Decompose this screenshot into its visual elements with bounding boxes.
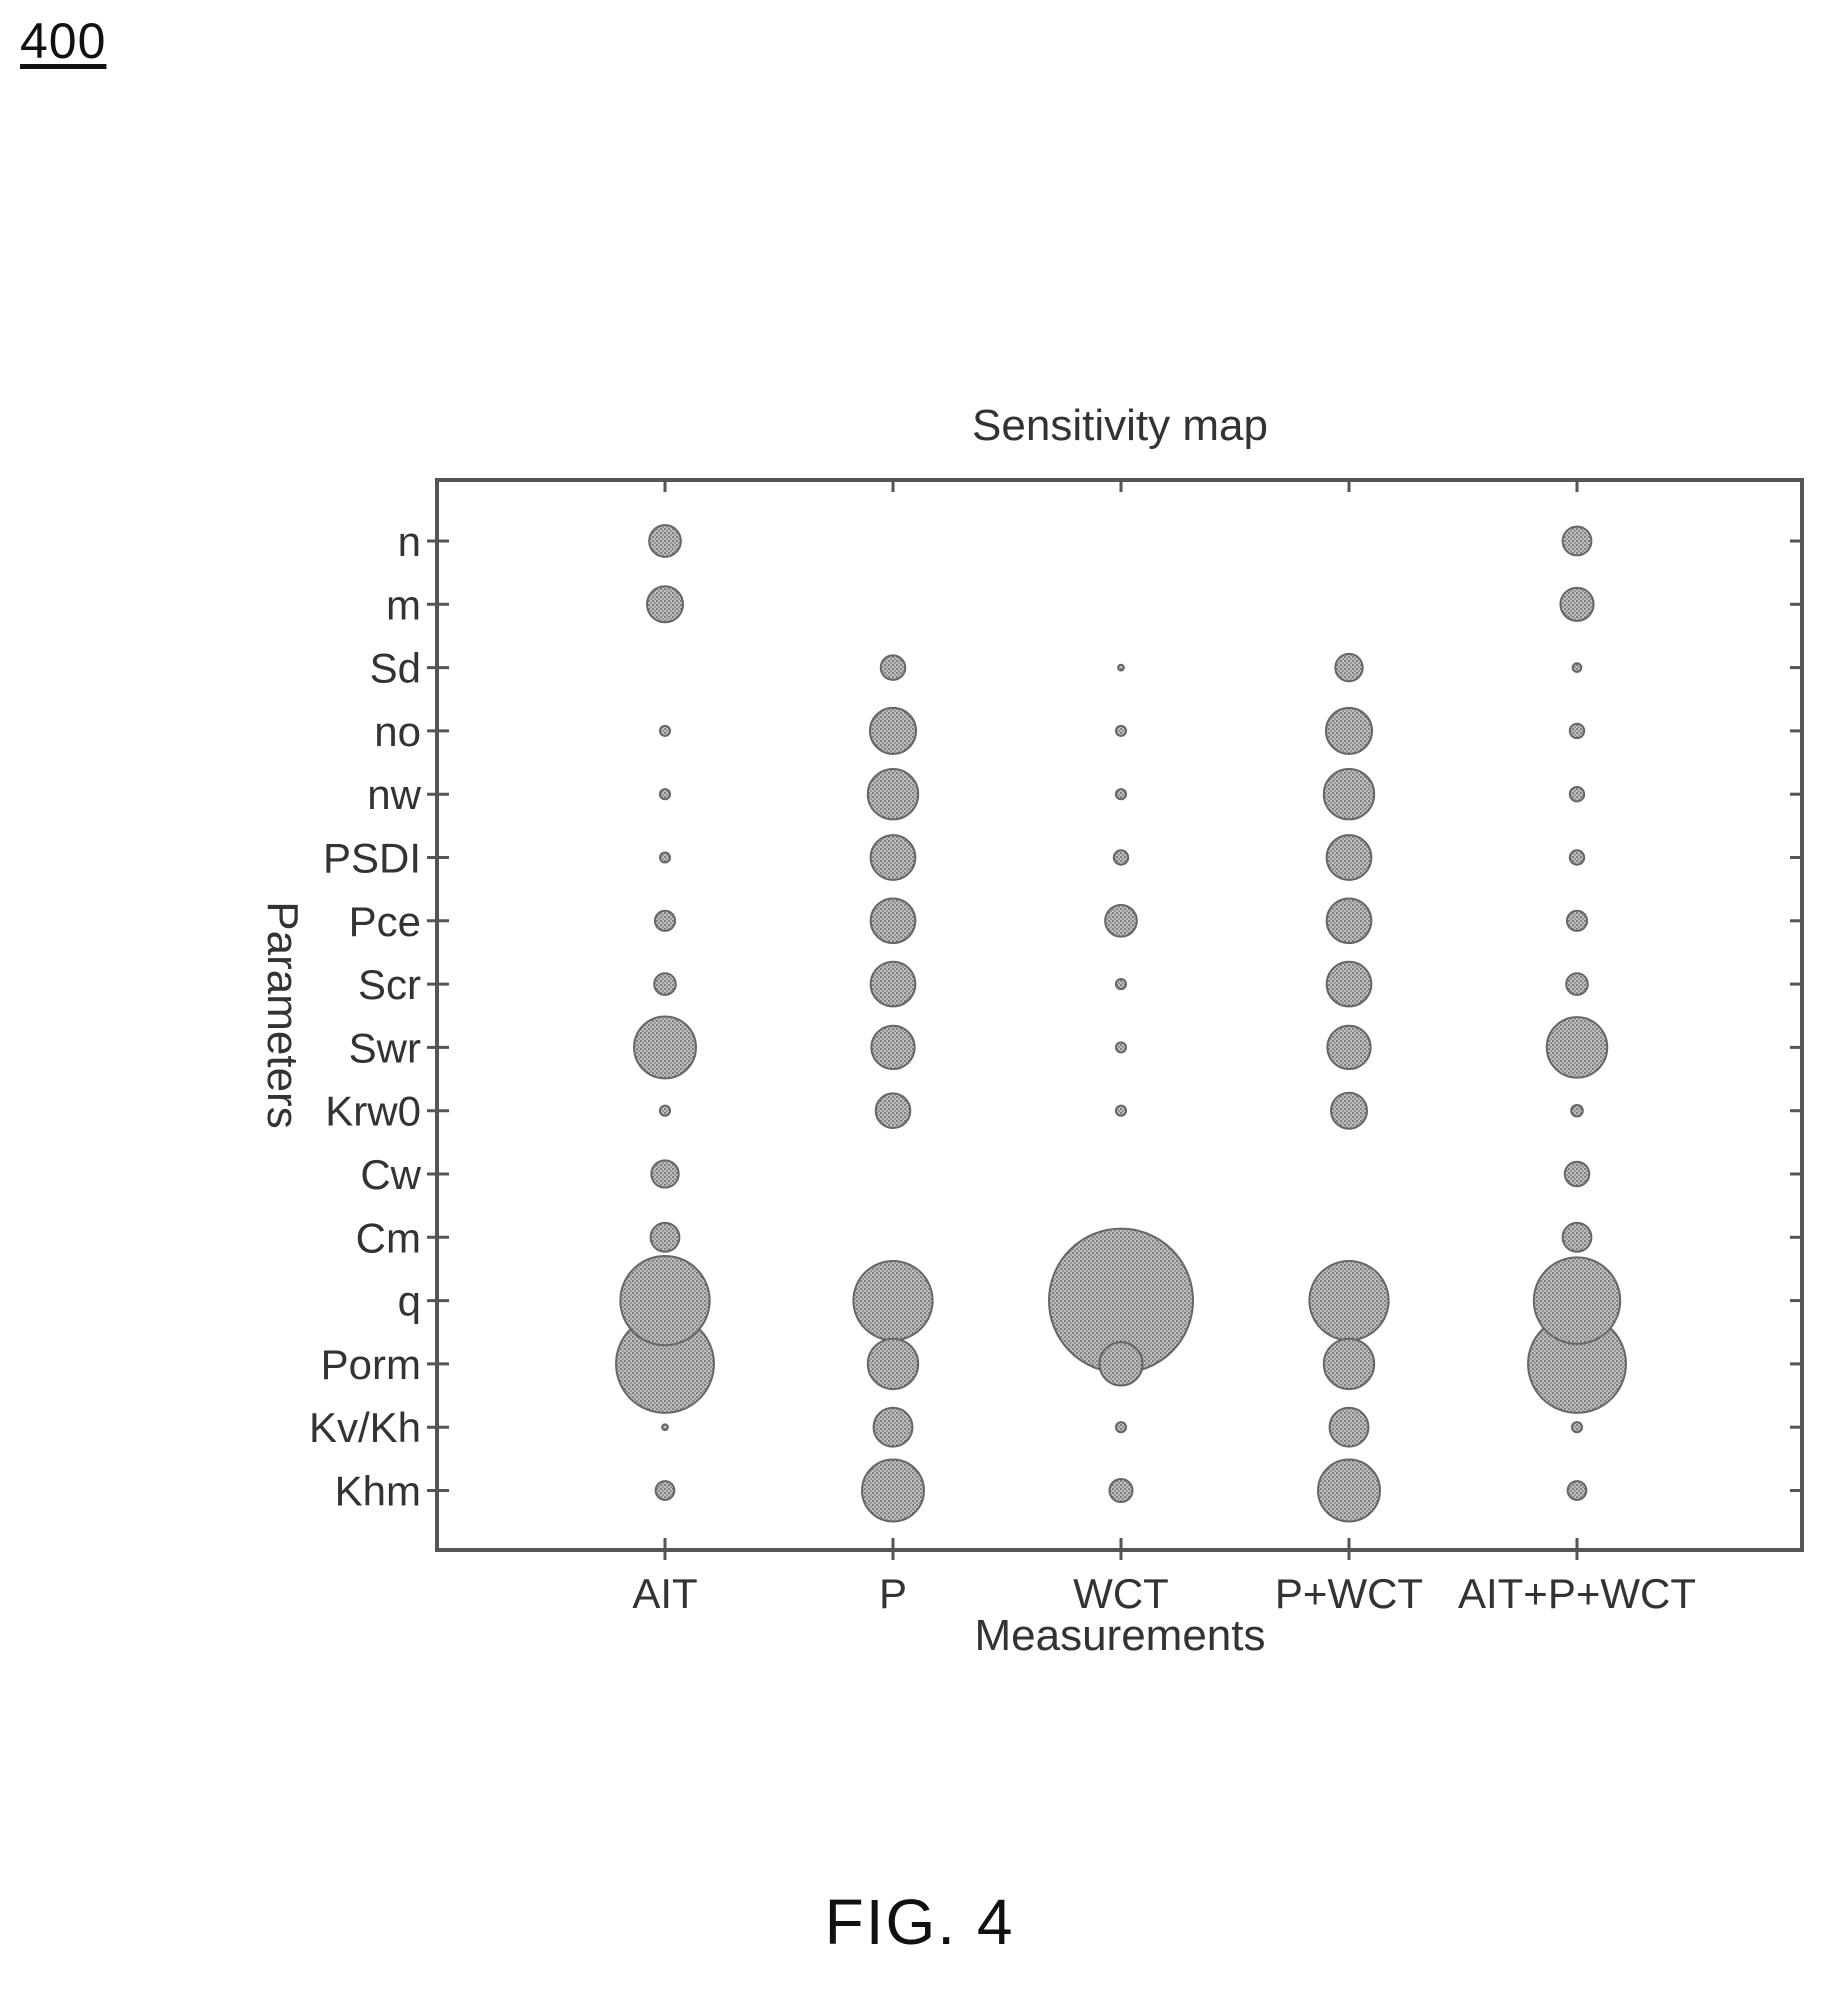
bubble-p-wct-scr bbox=[1325, 960, 1373, 1008]
bubble-p-wct-nw bbox=[1322, 768, 1376, 821]
bubble-wct-krw0 bbox=[1114, 1104, 1128, 1117]
bubble-p-sd bbox=[879, 654, 907, 681]
y-tick-label-krw0: Krw0 bbox=[325, 1088, 421, 1135]
bubble-ait-nw bbox=[658, 788, 672, 801]
bubble-ait-cw bbox=[650, 1159, 680, 1189]
bubble-ait-pce bbox=[653, 909, 677, 932]
bubble-ait-psdi bbox=[658, 851, 672, 864]
bubble-wct-scr bbox=[1114, 978, 1128, 991]
y-tick-label-q: q bbox=[398, 1278, 421, 1325]
bubble-ait-p-wct-krw0 bbox=[1570, 1103, 1584, 1118]
bubble-p-nw bbox=[866, 768, 920, 821]
bubble-wct-swr bbox=[1114, 1041, 1128, 1054]
bubble-ait-khm bbox=[654, 1480, 676, 1501]
bubble-p-no bbox=[868, 706, 918, 755]
bubble-ait-p-wct-cw bbox=[1563, 1160, 1591, 1188]
bubble-ait-no bbox=[658, 724, 672, 737]
bubble-p-wct-krw0 bbox=[1330, 1091, 1368, 1130]
bubble-p-scr bbox=[869, 960, 917, 1008]
x-axis-label: Measurements bbox=[974, 1611, 1265, 1660]
y-tick-label-porm: Porm bbox=[321, 1341, 421, 1388]
bubble-ait-p-wct-q bbox=[1532, 1256, 1622, 1345]
axis-ticks bbox=[427, 478, 1804, 1560]
bubble-p-wct-psdi bbox=[1325, 834, 1373, 881]
bubble-ait-p-wct-psdi bbox=[1568, 849, 1586, 866]
bubble-ait-n bbox=[648, 524, 682, 558]
bubble-p-wct-khm bbox=[1317, 1458, 1381, 1523]
bubble-p-pce bbox=[869, 897, 917, 945]
bubble-ait-p-wct-no bbox=[1568, 722, 1586, 740]
y-tick-label-swr: Swr bbox=[349, 1024, 421, 1071]
bubble-p-wct-q bbox=[1308, 1260, 1390, 1342]
bubble-ait-p-wct-nw bbox=[1568, 786, 1586, 803]
bubble-wct-khm bbox=[1108, 1477, 1134, 1504]
y-tick-label-scr: Scr bbox=[358, 961, 421, 1008]
bubble-ait-p-wct-swr bbox=[1545, 1016, 1609, 1079]
bubble-ait-cm bbox=[649, 1221, 681, 1253]
bubble-wct-no bbox=[1114, 724, 1128, 737]
bubble-ait-p-wct-kv-kh bbox=[1570, 1421, 1584, 1434]
bubble-p-kv-kh bbox=[872, 1406, 914, 1448]
x-tick-labels: AIT P WCT P+WCT AIT+P+WCT bbox=[632, 1570, 1696, 1617]
x-tick-label-wct: WCT bbox=[1073, 1570, 1169, 1617]
x-tick-label-p-wct: P+WCT bbox=[1275, 1570, 1423, 1617]
y-tick-label-nw: nw bbox=[367, 771, 421, 818]
bubble-wct-psdi bbox=[1112, 849, 1130, 866]
y-tick-label-kv-kh: Kv/Kh bbox=[309, 1404, 421, 1451]
bubble-p-wct-porm bbox=[1322, 1337, 1376, 1391]
bubble-p-wct-sd bbox=[1334, 652, 1364, 683]
y-tick-label-psdi: PSDI bbox=[323, 835, 421, 882]
y-tick-label-no: no bbox=[374, 708, 421, 755]
bubble-p-psdi bbox=[869, 834, 917, 881]
bubble-ait-scr bbox=[653, 972, 677, 996]
bubble-ait-p-wct-pce bbox=[1565, 909, 1589, 932]
bubble-p-wct-swr bbox=[1326, 1024, 1372, 1071]
bubble-p-khm bbox=[861, 1458, 925, 1523]
figure-number: 400 bbox=[20, 13, 107, 69]
bubble-ait-krw0 bbox=[658, 1104, 672, 1117]
y-tick-label-cw: Cw bbox=[360, 1151, 421, 1198]
x-tick-label-ait-p-wct: AIT+P+WCT bbox=[1458, 1570, 1696, 1617]
x-tick-label-ait: AIT bbox=[632, 1570, 697, 1617]
bubble-wct-sd bbox=[1117, 663, 1125, 672]
bubble-ait-p-wct-cm bbox=[1561, 1221, 1593, 1253]
bubble-p-swr bbox=[870, 1024, 916, 1071]
bubble-layer bbox=[615, 524, 1627, 1523]
bubble-ait-p-wct-sd bbox=[1571, 662, 1583, 673]
bubble-ait-m bbox=[646, 585, 684, 624]
x-tick-label-p: P bbox=[879, 1570, 907, 1617]
bubble-ait-p-wct-m bbox=[1559, 586, 1595, 622]
bubble-ait-p-wct-n bbox=[1561, 525, 1593, 557]
bubble-p-krw0 bbox=[874, 1092, 912, 1129]
bubble-p-wct-pce bbox=[1325, 897, 1373, 945]
bubble-p-porm bbox=[866, 1337, 920, 1391]
bubble-ait-kv-kh bbox=[661, 1423, 669, 1432]
bubble-p-wct-kv-kh bbox=[1328, 1406, 1370, 1448]
y-tick-label-m: m bbox=[386, 581, 421, 628]
bubble-ait-q bbox=[619, 1254, 711, 1347]
bubble-wct-pce bbox=[1104, 903, 1138, 938]
bubble-ait-p-wct-scr bbox=[1565, 972, 1589, 996]
y-tick-label-khm: Khm bbox=[335, 1468, 421, 1515]
y-tick-label-pce: Pce bbox=[349, 898, 421, 945]
y-axis-label: Parameters bbox=[258, 901, 307, 1128]
y-tick-label-cm: Cm bbox=[356, 1214, 421, 1261]
bubble-p-wct-no bbox=[1324, 706, 1374, 755]
figure-caption: FIG. 4 bbox=[824, 1886, 1015, 1958]
y-tick-labels: nm Sd no nw PSDI Pce Scr Swr Krw0 Cw Cm q Porm Kv/Kh K… bbox=[309, 518, 422, 1515]
y-tick-label-sd: Sd bbox=[370, 645, 421, 692]
bubble-p-q bbox=[852, 1260, 934, 1342]
bubble-wct-kv-kh bbox=[1114, 1421, 1128, 1434]
bubble-ait-p-wct-khm bbox=[1566, 1480, 1588, 1501]
chart-title: Sensitivity map bbox=[972, 401, 1268, 450]
bubble-ait-swr bbox=[633, 1015, 697, 1080]
bubble-wct-nw bbox=[1114, 788, 1128, 801]
bubble-wct-porm bbox=[1098, 1341, 1144, 1387]
y-tick-label-n: n bbox=[398, 518, 421, 565]
